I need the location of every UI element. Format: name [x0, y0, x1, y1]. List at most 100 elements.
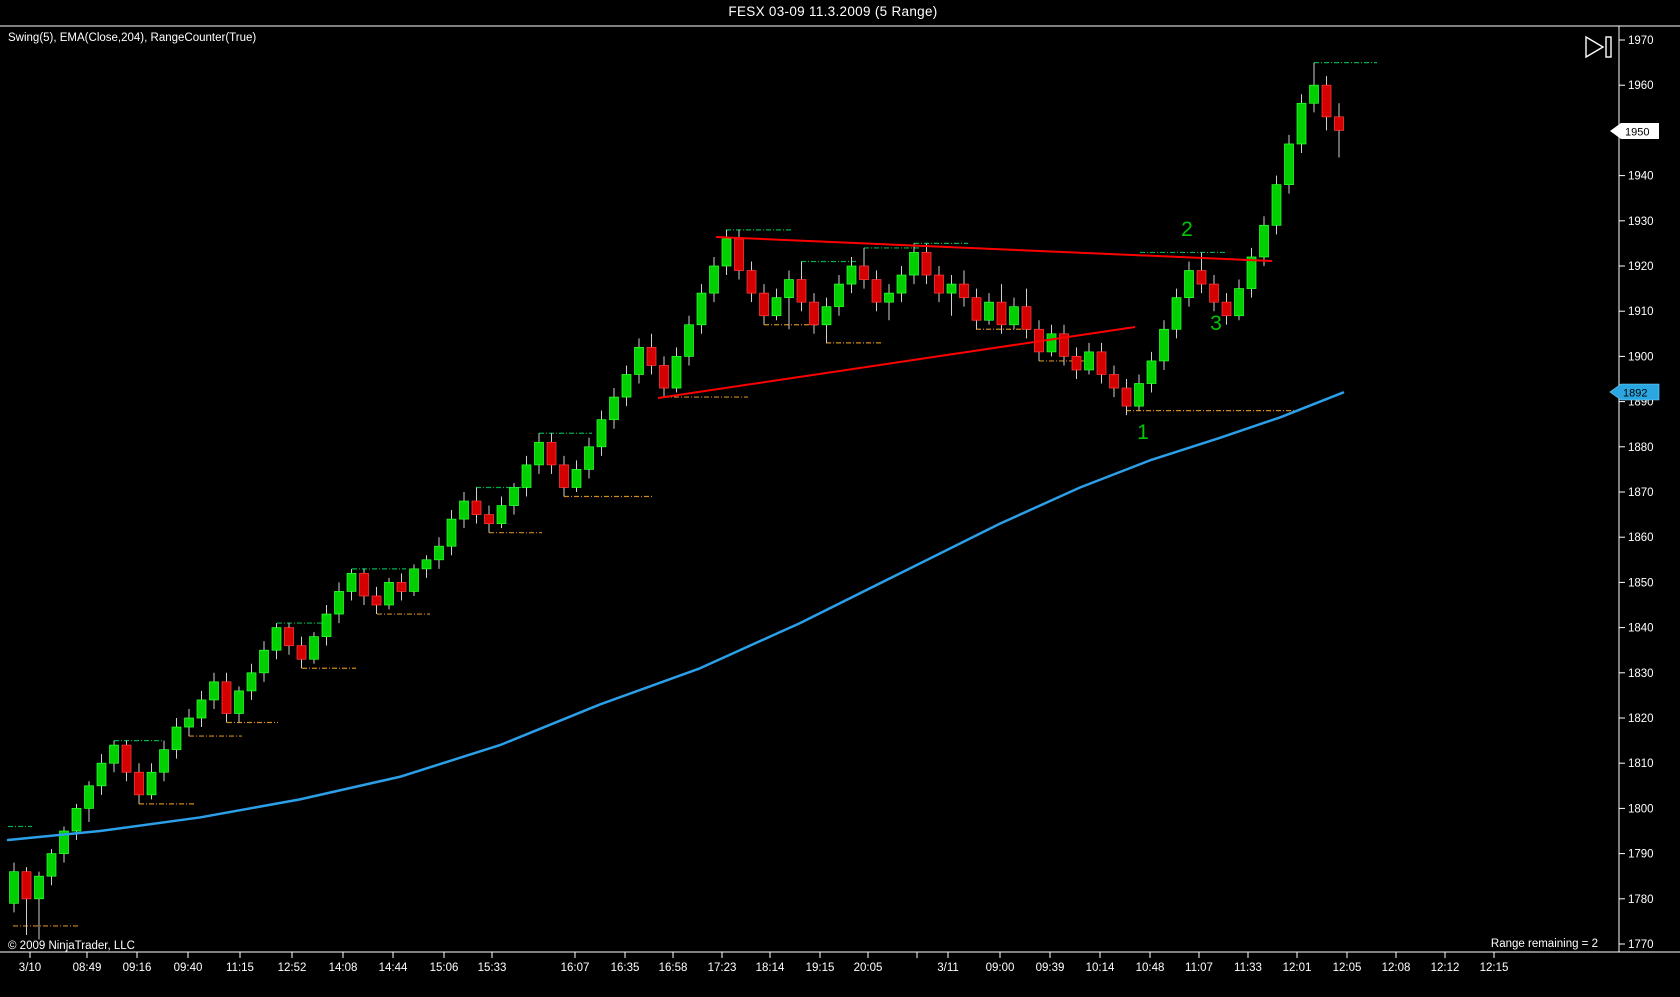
candle-body	[346, 572, 357, 592]
candle-up	[1246, 247, 1257, 298]
candle-down	[1334, 103, 1344, 158]
x-axis-tick-label: 11:07	[1185, 962, 1213, 974]
candle-down	[21, 867, 32, 935]
y-axis-tick-label: 1770	[1628, 939, 1654, 951]
candle-down	[484, 505, 494, 533]
candle-body	[534, 441, 544, 466]
candle-body	[209, 681, 219, 701]
swing-label-3[interactable]: 3	[1210, 312, 1222, 335]
candle-down	[959, 270, 969, 307]
y-axis-tick-label: 1800	[1628, 803, 1654, 815]
candle-up	[984, 293, 994, 325]
candle-down	[746, 261, 757, 303]
lower-trendline[interactable]	[657, 326, 1136, 399]
candle-body	[621, 374, 632, 398]
candle-body	[371, 595, 382, 606]
candle-body	[896, 274, 907, 294]
x-axis-tick-label: 3/11	[937, 962, 959, 974]
candle-up	[421, 555, 432, 578]
candle-body	[584, 446, 594, 470]
candle-body	[1321, 84, 1332, 118]
candle-body	[696, 292, 707, 326]
x-axis-tick-label: 16:07	[561, 962, 590, 974]
candle-body	[909, 252, 919, 276]
x-axis-tick-label: 14:08	[329, 962, 358, 974]
candle-body	[1309, 84, 1319, 104]
candle-up	[1259, 216, 1269, 266]
x-axis-tick-label: 16:35	[611, 962, 640, 974]
candle-up	[709, 256, 719, 303]
candle-body	[384, 582, 394, 606]
y-axis-tick-label: 1810	[1628, 758, 1654, 770]
candle-body	[271, 627, 282, 651]
candle-body	[1259, 224, 1269, 258]
range-remaining-label: Range remaining = 2	[1491, 938, 1598, 950]
candle-down	[859, 247, 869, 289]
x-axis-tick-label: 3/10	[19, 962, 41, 974]
y-axis-tick-label: 1820	[1628, 713, 1654, 725]
candle-up	[609, 388, 619, 429]
candle-body	[546, 441, 557, 466]
candle-body	[1009, 306, 1019, 326]
swing-label-2[interactable]: 2	[1181, 218, 1193, 241]
indicator-label: Swing(5), EMA(Close,204), RangeCounter(T…	[8, 32, 256, 44]
candle-body	[9, 871, 19, 904]
candle-up	[696, 284, 707, 334]
candle-body	[784, 279, 794, 299]
x-axis-tick-label: 18:14	[756, 962, 785, 974]
chart-plot-area[interactable]	[0, 26, 1619, 952]
candle-body	[121, 744, 132, 773]
candle-body	[834, 283, 844, 308]
candle-body	[1246, 256, 1257, 289]
x-axis-ticks[interactable]: 3/10 08:49 09:16 09:40 11:15 12:52 14:08 14:44 1…	[19, 952, 1509, 974]
go-to-last-bar-icon[interactable]	[1585, 35, 1612, 59]
candle-body	[721, 238, 732, 267]
candle-up	[196, 690, 207, 728]
candle-down	[809, 293, 819, 334]
ema-value-marker: 1892	[1609, 383, 1660, 401]
candle-down	[796, 261, 807, 312]
candle-body	[96, 762, 107, 787]
x-axis-tick-label: 09:39	[1036, 962, 1065, 974]
candle-up	[209, 672, 219, 709]
candle-down	[1321, 76, 1332, 131]
candle-down	[1109, 365, 1119, 398]
x-axis-tick-label: 10:48	[1136, 962, 1165, 974]
candle-up	[1171, 288, 1182, 339]
y-axis-tick-label: 1860	[1628, 532, 1654, 544]
x-axis-tick-label: 12:05	[1333, 962, 1362, 974]
y-axis-ticks[interactable]: 1770 1780 1790 1800 1810 1820 1830 1840 1850 1860…	[1619, 35, 1654, 951]
candle-up	[459, 492, 469, 529]
y-axis-tick-label: 1790	[1628, 849, 1654, 861]
candle-body	[821, 306, 832, 326]
candle-up	[1234, 279, 1244, 321]
last-price-value: 1950	[1625, 127, 1649, 139]
candle-body	[284, 627, 294, 647]
candle-body	[709, 265, 719, 294]
candle-body	[46, 853, 57, 877]
candle-body	[771, 297, 782, 317]
x-axis-tick-label: 10:14	[1086, 962, 1115, 974]
upper-trendline[interactable]	[715, 236, 1273, 262]
swing-label-1[interactable]: 1	[1137, 421, 1149, 444]
candle-body	[1221, 301, 1232, 317]
candle-up	[621, 365, 632, 407]
candle-up	[259, 641, 269, 682]
candle-up	[34, 871, 44, 940]
candle-body	[146, 771, 157, 796]
candle-up	[334, 582, 344, 624]
candle-body	[59, 830, 69, 854]
candle-up	[446, 510, 457, 556]
candle-up	[184, 708, 194, 737]
candle-body	[21, 871, 32, 900]
candle-body	[646, 346, 657, 366]
x-axis-tick-label: 11:33	[1234, 962, 1262, 974]
candle-body	[1096, 351, 1107, 375]
candle-body	[221, 681, 232, 714]
candle-up	[1184, 261, 1194, 307]
candle-body	[134, 771, 144, 796]
candle-body	[234, 690, 244, 714]
candle-up	[496, 496, 507, 529]
candle-body	[671, 356, 682, 389]
